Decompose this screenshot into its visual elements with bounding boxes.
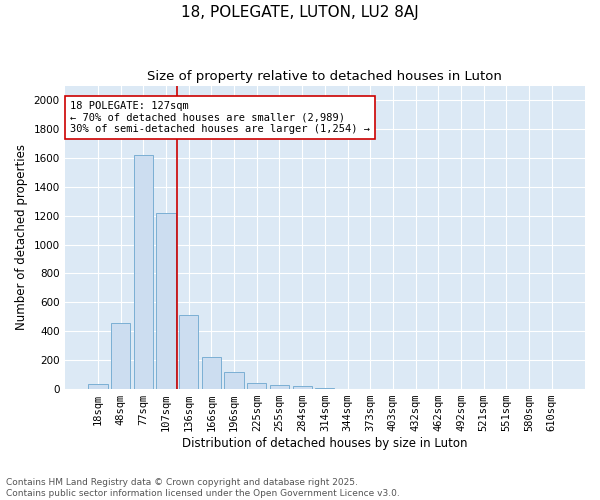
Bar [202,358,221,389]
Bar [88,384,107,389]
Bar [270,386,289,389]
Bar [179,316,199,389]
Bar [111,322,130,389]
Bar [134,155,153,389]
Text: Contains HM Land Registry data © Crown copyright and database right 2025.
Contai: Contains HM Land Registry data © Crown c… [6,478,400,498]
Bar [157,214,176,389]
Bar [293,386,312,389]
Text: 18, POLEGATE, LUTON, LU2 8AJ: 18, POLEGATE, LUTON, LU2 8AJ [181,5,419,20]
Text: 18 POLEGATE: 127sqm
← 70% of detached houses are smaller (2,989)
30% of semi-det: 18 POLEGATE: 127sqm ← 70% of detached ho… [70,100,370,134]
Bar [315,388,334,389]
Bar [224,372,244,389]
Title: Size of property relative to detached houses in Luton: Size of property relative to detached ho… [148,70,502,83]
Bar [247,382,266,389]
X-axis label: Distribution of detached houses by size in Luton: Distribution of detached houses by size … [182,437,467,450]
Y-axis label: Number of detached properties: Number of detached properties [15,144,28,330]
